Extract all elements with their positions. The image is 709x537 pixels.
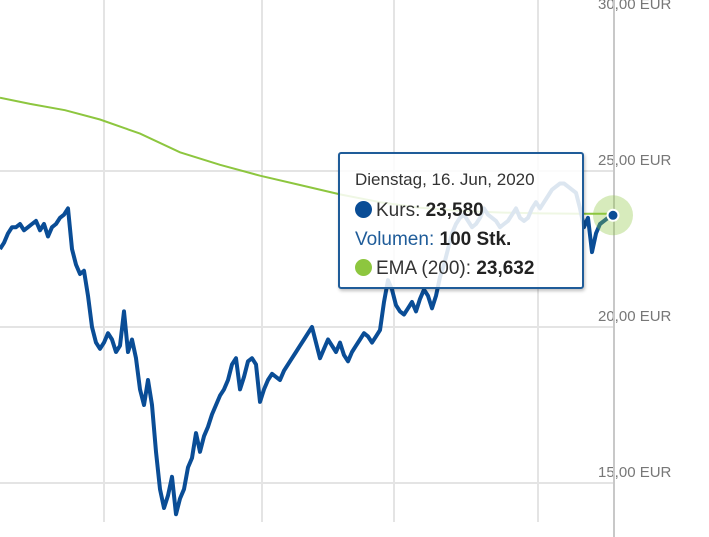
y-tick-label-3: 30,00 EUR (598, 0, 672, 13)
tooltip-volumen-value: 100 Stk. (439, 229, 512, 250)
tooltip-date: Dienstag, 16. Jun, 2020 (355, 170, 535, 189)
tooltip-kurs-label: Kurs: (376, 200, 421, 221)
data-tooltip: Dienstag, 16. Jun, 2020 Kurs: 23,580 Vol… (338, 152, 584, 289)
y-axis-ticks: 15,00 EUR 20,00 EUR 25,00 EUR 30,00 EUR (598, 0, 672, 481)
tooltip-ema-label: EMA (200): (376, 258, 472, 279)
tooltip-ema-value: 23,632 (476, 258, 535, 279)
y-tick-label-0: 15,00 EUR (598, 464, 672, 481)
kurs-legend-dot (355, 201, 372, 218)
tooltip-ema-row: EMA (200): 23,632 (355, 254, 582, 283)
tooltip-volumen-label: Volumen: (355, 229, 435, 250)
hover-marker[interactable] (606, 208, 620, 222)
tooltip-volumen-row: Volumen: 100 Stk. (355, 225, 582, 254)
tooltip-kurs-value: 23,580 (425, 200, 484, 221)
ema-legend-dot (355, 259, 372, 276)
y-tick-label-1: 20,00 EUR (598, 308, 672, 325)
tooltip-kurs-row: Kurs: 23,580 (355, 196, 582, 225)
y-tick-label-2: 25,00 EUR (598, 152, 672, 169)
